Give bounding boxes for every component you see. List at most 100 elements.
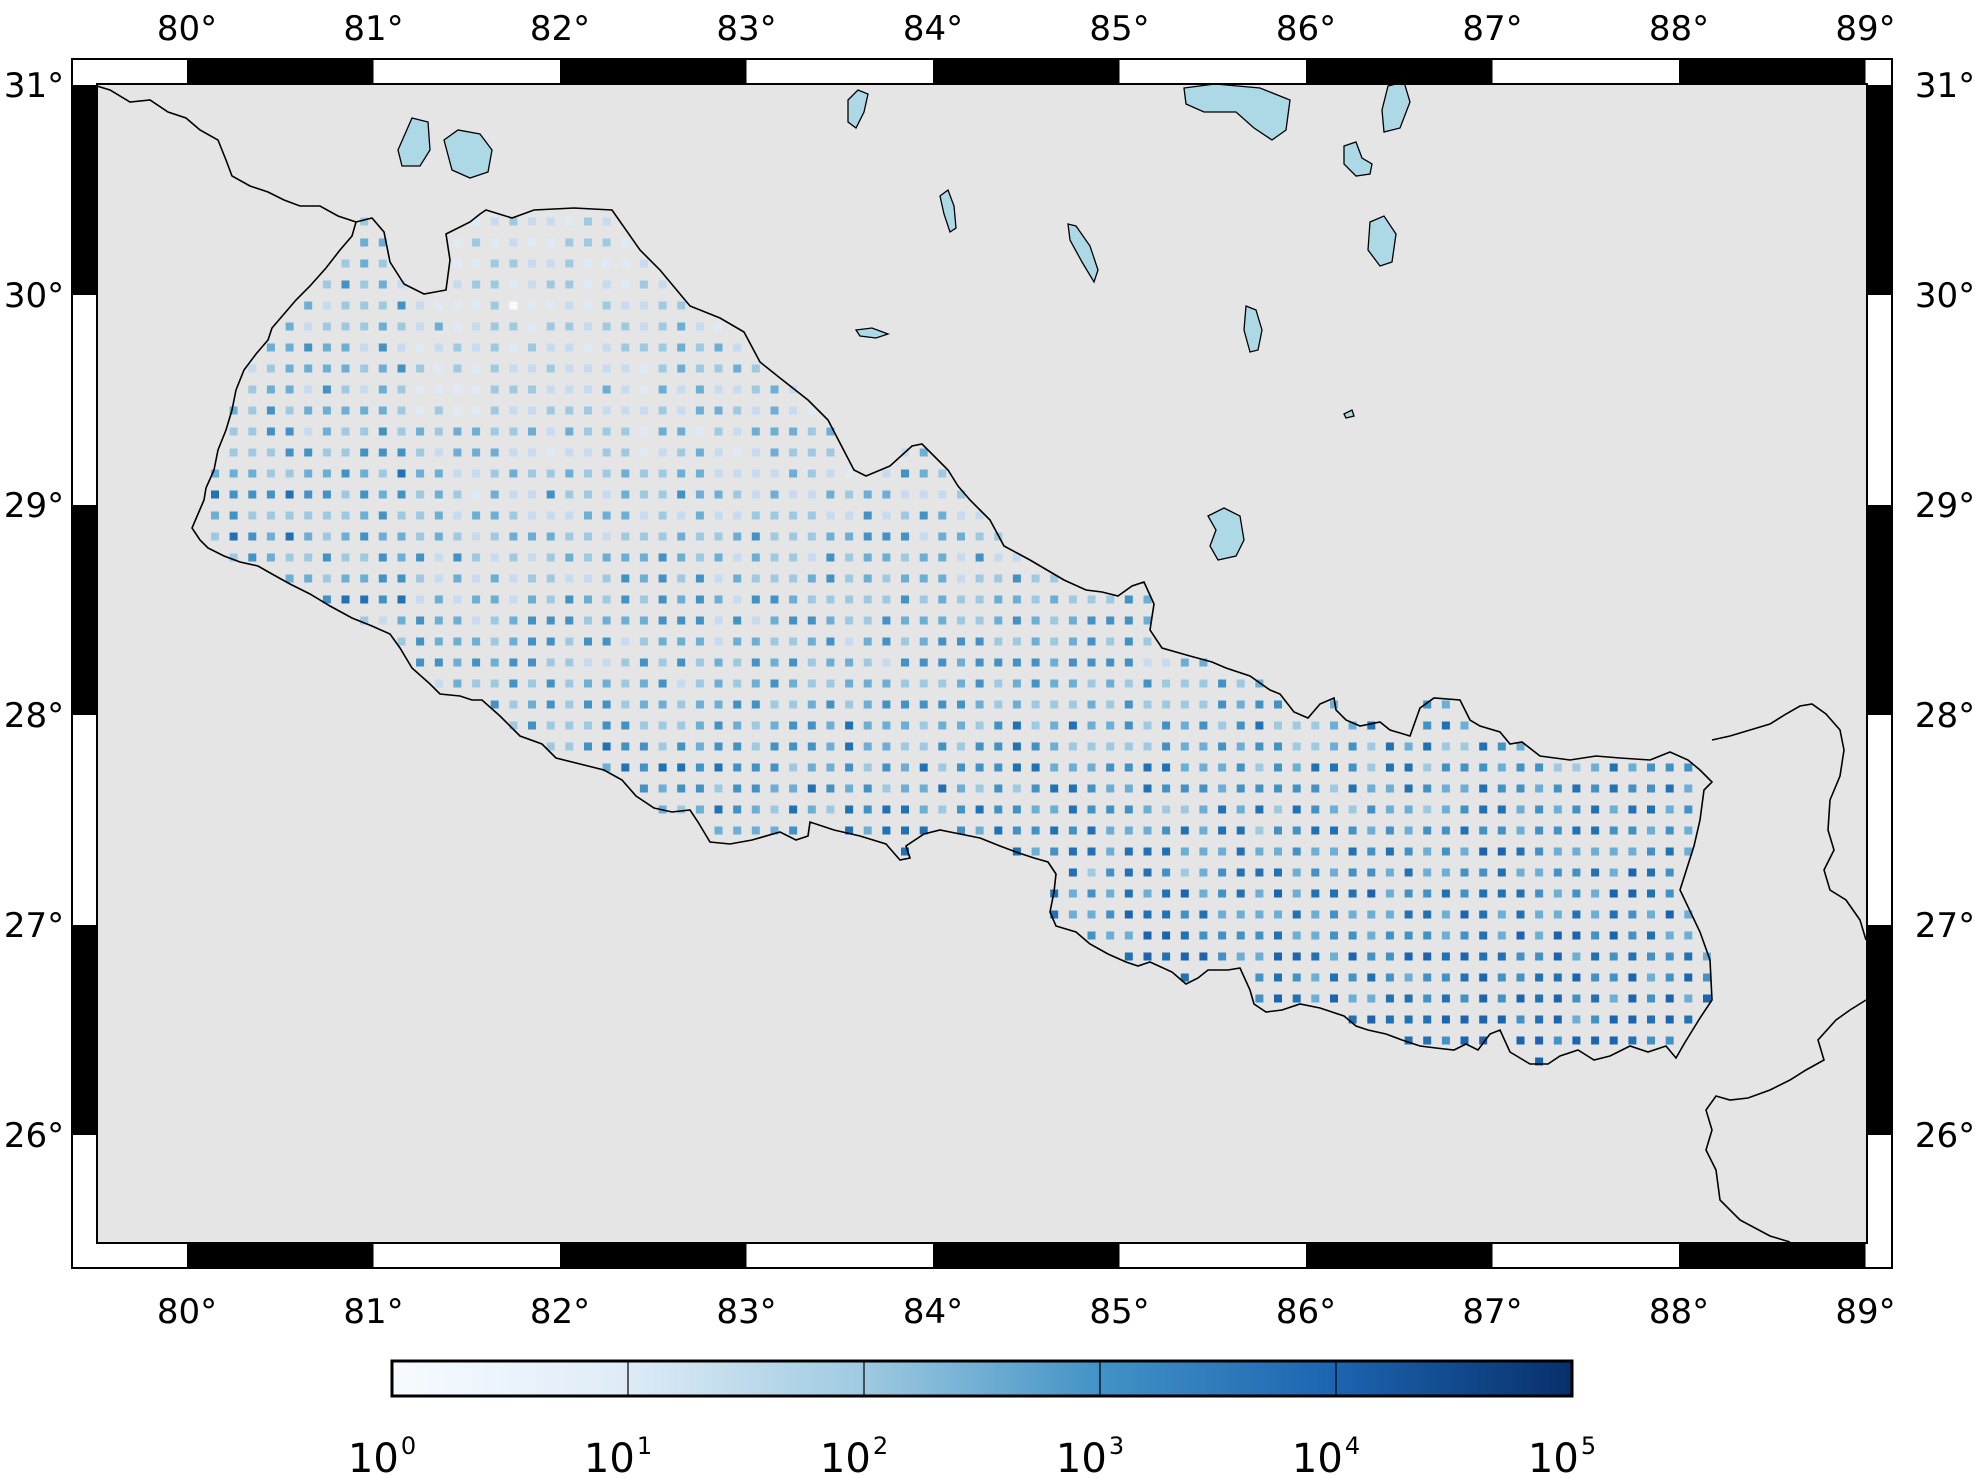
heatmap-cell <box>1330 910 1338 919</box>
heatmap-cell <box>229 427 238 436</box>
lat-label-left: 28° <box>4 696 64 736</box>
heatmap-cell <box>397 427 406 436</box>
heatmap-cell <box>602 616 611 625</box>
heatmap-cell <box>845 490 854 499</box>
heatmap-cell <box>1311 910 1320 919</box>
heatmap-cell <box>397 574 406 583</box>
heatmap-cell <box>1087 910 1096 919</box>
heatmap-cell <box>584 553 592 562</box>
heatmap-cell <box>1012 616 1021 625</box>
heatmap-cell <box>248 469 257 478</box>
heatmap-cell <box>1497 931 1506 940</box>
heatmap-cell <box>248 406 257 415</box>
heatmap-cell <box>1255 700 1264 709</box>
heatmap-cell <box>509 322 518 331</box>
heatmap-cell <box>1609 805 1618 814</box>
heatmap-cell <box>863 742 872 751</box>
heatmap-cell <box>565 385 574 394</box>
heatmap-cell <box>341 427 350 436</box>
heatmap-cell <box>285 364 294 373</box>
heatmap-cell <box>584 343 592 352</box>
heatmap-cell <box>1031 595 1040 604</box>
heatmap-cell <box>1367 742 1376 751</box>
heatmap-cell <box>1535 973 1544 982</box>
heatmap-cell <box>472 532 481 541</box>
heatmap-cell <box>1647 784 1655 793</box>
heatmap-cell <box>1609 910 1618 919</box>
heatmap-cell <box>677 427 686 436</box>
heatmap-cell <box>1218 700 1227 709</box>
heatmap-cell <box>1087 742 1096 751</box>
heatmap-cell <box>957 679 965 688</box>
heatmap-cell <box>882 742 891 751</box>
heatmap-cell <box>639 700 648 709</box>
heatmap-cell <box>882 784 891 793</box>
heatmap-cell <box>434 637 443 646</box>
heatmap-cell <box>472 385 481 394</box>
heatmap-cell <box>1218 910 1227 919</box>
heatmap-cell <box>1162 910 1171 919</box>
heatmap-cell <box>826 427 835 436</box>
heatmap-cell <box>658 511 667 520</box>
heatmap-cell <box>1199 868 1208 877</box>
heatmap-cell <box>1423 973 1432 982</box>
heatmap-cell <box>1572 973 1581 982</box>
lat-labels-left: 31°30°29°28°27°26° <box>4 66 64 1156</box>
heatmap-cell <box>584 448 592 457</box>
lon-label-top: 82° <box>530 9 590 49</box>
heatmap-cell <box>546 238 555 247</box>
heatmap-cell <box>1609 784 1618 793</box>
heatmap-cell <box>1423 952 1432 961</box>
heatmap-cell <box>1087 826 1096 835</box>
heatmap-cell <box>919 721 928 730</box>
heatmap-cell <box>341 280 350 289</box>
lon-label-bottom: 84° <box>903 1292 963 1332</box>
heatmap-cell <box>1665 910 1674 919</box>
heatmap-cell <box>714 427 723 436</box>
heatmap-cell <box>639 658 648 667</box>
heatmap-cell <box>1572 847 1581 856</box>
frame-bar-top <box>1492 60 1679 84</box>
heatmap-cell <box>1516 931 1525 940</box>
heatmap-cell <box>1553 994 1562 1003</box>
lake <box>1367 215 1397 267</box>
heatmap-cell <box>733 658 742 667</box>
heatmap-cell <box>1143 658 1152 667</box>
heatmap-cell <box>1628 910 1637 919</box>
heatmap-cell <box>1385 742 1394 751</box>
heatmap-cell <box>882 511 891 520</box>
heatmap-cell <box>1497 826 1506 835</box>
heatmap-cell <box>975 616 984 625</box>
heatmap-cell <box>751 763 760 772</box>
heatmap-cell <box>714 469 723 478</box>
heatmap-cell <box>360 595 369 604</box>
heatmap-cell <box>434 364 443 373</box>
heatmap-cell <box>994 784 1003 793</box>
heatmap-cell <box>1012 553 1021 562</box>
heatmap-cell <box>621 469 630 478</box>
heatmap-cell <box>863 574 872 583</box>
heatmap-cell <box>882 574 891 583</box>
heatmap-cell <box>378 532 387 541</box>
heatmap-cell <box>938 553 947 562</box>
heatmap-cell <box>901 658 909 667</box>
heatmap-cell <box>584 721 592 730</box>
heatmap-cell <box>1124 910 1133 919</box>
heatmap-cell <box>1050 574 1059 583</box>
heatmap-cell <box>714 700 723 709</box>
heatmap-cell <box>1348 721 1357 730</box>
heatmap-cell <box>472 595 481 604</box>
heatmap-cell <box>639 364 648 373</box>
heatmap-cell <box>751 595 760 604</box>
heatmap-cell <box>472 301 481 310</box>
heatmap-cell <box>528 574 536 583</box>
heatmap-cell <box>509 574 518 583</box>
heatmap-cell <box>845 658 854 667</box>
heatmap-cell <box>1012 679 1021 688</box>
heatmap-cell <box>378 343 387 352</box>
heatmap-cell <box>1479 763 1488 772</box>
heatmap-cell <box>229 532 238 541</box>
heatmap-cell <box>677 532 686 541</box>
heatmap-cell <box>957 511 965 520</box>
lat-label-right: 29° <box>1915 486 1975 526</box>
